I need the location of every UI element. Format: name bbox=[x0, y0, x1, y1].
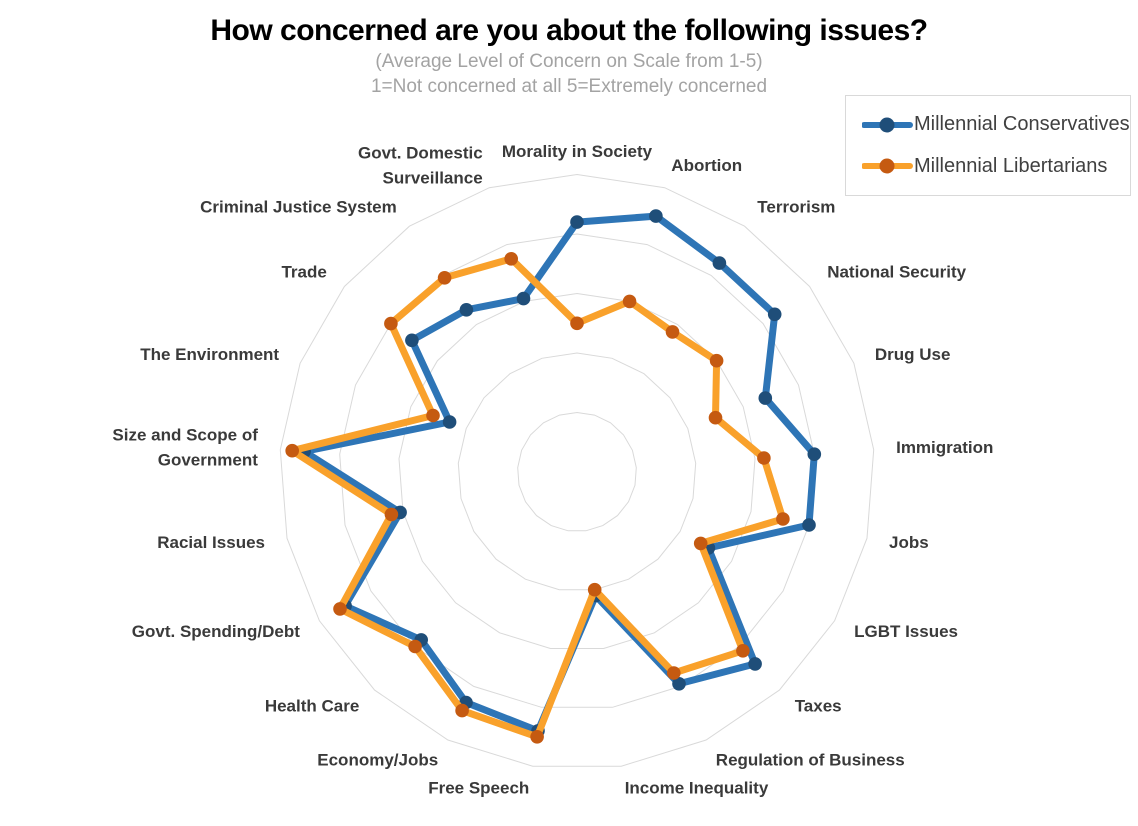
data-point-millennial-libertarians-trade bbox=[384, 316, 398, 331]
data-point-millennial-conservatives-taxes bbox=[748, 657, 762, 671]
category-label-immigration: Immigration bbox=[896, 438, 993, 457]
data-point-millennial-libertarians-jobs bbox=[776, 512, 790, 526]
category-label-regulation-of-business: Regulation of Business bbox=[716, 750, 905, 769]
category-label-taxes: Taxes bbox=[795, 697, 842, 716]
data-point-millennial-libertarians-size-and-scope-of bbox=[285, 443, 300, 458]
data-point-millennial-conservatives-the-environment bbox=[442, 415, 457, 429]
legend: Millennial Conservatives Millennial Libe… bbox=[845, 95, 1131, 196]
data-point-millennial-conservatives-national-security bbox=[767, 307, 782, 322]
category-label-health-care: Health Care bbox=[265, 697, 359, 716]
grid-ring-level-5 bbox=[279, 173, 875, 767]
data-point-millennial-libertarians-health-care bbox=[408, 639, 422, 654]
data-point-millennial-libertarians-immigration bbox=[757, 451, 771, 465]
data-point-millennial-libertarians-national-security bbox=[709, 353, 724, 368]
data-point-millennial-conservatives-govt-domestic bbox=[516, 291, 531, 306]
data-point-millennial-conservatives-immigration bbox=[807, 447, 822, 462]
data-point-millennial-libertarians-regulation-of-business bbox=[667, 666, 681, 680]
data-point-millennial-libertarians-economy-jobs bbox=[455, 703, 469, 718]
data-point-millennial-conservatives-abortion bbox=[649, 209, 663, 223]
legend-label-conservatives: Millennial Conservatives bbox=[914, 113, 1130, 136]
grid-ring-level-3 bbox=[398, 292, 756, 649]
grid-ring-level-2 bbox=[457, 352, 697, 591]
category-labels: Morality in Society Abortion Terrorism Nati… bbox=[112, 142, 993, 797]
data-point-millennial-libertarians-lgbt-issues bbox=[693, 536, 708, 551]
category-label-terrorism: Terrorism bbox=[757, 198, 835, 217]
conservatives-line-marker-icon bbox=[862, 117, 913, 133]
category-label-size-and-scope-of-government: Size and Scope of Government bbox=[112, 426, 258, 470]
data-point-millennial-conservatives-jobs bbox=[802, 518, 816, 532]
grid-ring-level-1 bbox=[517, 411, 637, 532]
data-point-millennial-libertarians-morality-in-society bbox=[570, 316, 584, 331]
category-label-racial-issues: Racial Issues bbox=[157, 533, 265, 552]
category-label-national-security: National Security bbox=[827, 263, 966, 282]
series-millennial-conservatives bbox=[297, 209, 822, 738]
category-label-morality-in-society: Morality in Society bbox=[502, 142, 653, 161]
data-point-millennial-libertarians-drug-use bbox=[708, 410, 723, 425]
data-point-millennial-libertarians-govt-domestic bbox=[504, 251, 518, 266]
data-point-millennial-conservatives-terrorism bbox=[712, 256, 727, 270]
category-label-free-speech: Free Speech bbox=[428, 778, 529, 797]
data-point-millennial-conservatives-drug-use bbox=[758, 391, 773, 405]
data-point-millennial-conservatives-criminal-justice-system bbox=[459, 303, 474, 317]
data-point-millennial-libertarians-taxes bbox=[736, 644, 750, 658]
data-point-millennial-libertarians-racial-issues bbox=[384, 507, 399, 522]
category-label-jobs: Jobs bbox=[889, 533, 929, 552]
category-label-govt-domestic-surveillance: Govt. Domestic Surveillance bbox=[358, 144, 483, 188]
category-label-criminal-justice-system: Criminal Justice System bbox=[200, 198, 397, 217]
category-label-income-inequality: Income Inequality bbox=[625, 778, 769, 797]
series-line-millennial-libertarians bbox=[288, 255, 787, 741]
data-point-millennial-conservatives-morality-in-society bbox=[570, 215, 584, 229]
legend-label-libertarians: Millennial Libertarians bbox=[914, 154, 1108, 177]
category-label-the-environment: The Environment bbox=[140, 345, 279, 364]
data-point-millennial-libertarians-abortion bbox=[622, 294, 637, 309]
data-point-millennial-conservatives-regulation-of-business bbox=[672, 677, 686, 691]
category-label-drug-use: Drug Use bbox=[875, 345, 951, 364]
data-point-millennial-libertarians-govt-spending-debt bbox=[333, 602, 347, 616]
data-point-millennial-libertarians-criminal-justice-system bbox=[437, 271, 452, 285]
legend-item-millennial-libertarians: Millennial Libertarians bbox=[862, 155, 1130, 178]
series-millennial-libertarians bbox=[285, 251, 790, 744]
data-point-millennial-libertarians-free-speech bbox=[530, 730, 544, 744]
libertarians-line-marker-icon bbox=[862, 158, 913, 174]
legend-item-millennial-conservatives: Millennial Conservatives bbox=[862, 113, 1130, 136]
data-point-millennial-libertarians-income-inequality bbox=[587, 582, 602, 597]
data-point-millennial-libertarians-terrorism bbox=[665, 325, 680, 339]
grid-ring-level-4 bbox=[339, 233, 815, 708]
radar-grid bbox=[279, 173, 875, 767]
category-label-govt-spending-debt: Govt. Spending/Debt bbox=[132, 622, 300, 641]
data-point-millennial-libertarians-the-environment bbox=[426, 408, 440, 423]
data-point-millennial-conservatives-trade bbox=[405, 333, 419, 348]
category-label-lgbt-issues: LGBT Issues bbox=[854, 622, 958, 641]
category-label-trade: Trade bbox=[281, 263, 326, 282]
category-label-abortion: Abortion bbox=[671, 156, 742, 175]
category-label-economy-jobs: Economy/Jobs bbox=[317, 750, 438, 769]
